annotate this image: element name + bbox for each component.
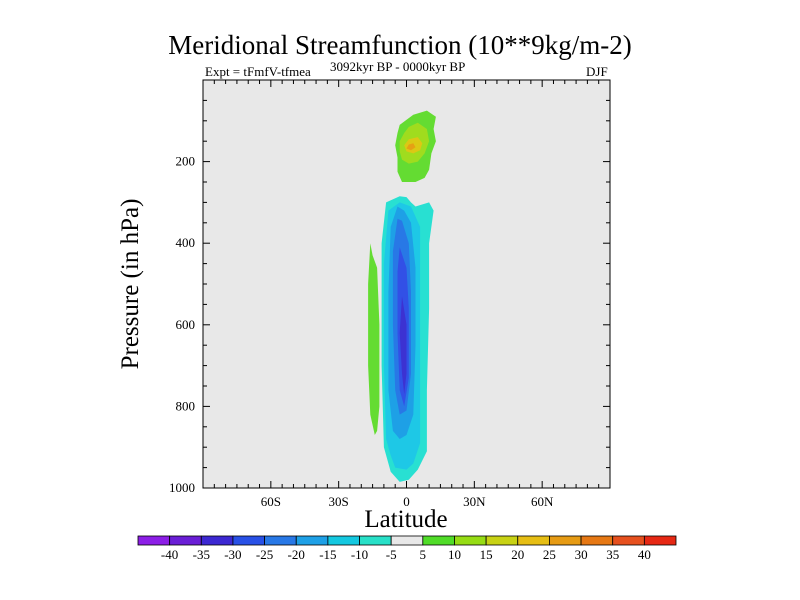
colorbar-swatch — [612, 535, 645, 546]
colorbar-label: -5 — [386, 547, 397, 562]
colorbar-swatch — [200, 535, 234, 546]
colorbar-swatch — [485, 535, 519, 546]
colorbar-label: -40 — [161, 547, 178, 562]
x-tick-label: 0 — [403, 494, 410, 509]
colorbar-label: 5 — [420, 547, 427, 562]
axis-ticks — [202, 79, 611, 489]
colorbar-swatch — [517, 535, 550, 546]
season-label: DJF — [586, 64, 608, 79]
y-tick-label: 200 — [176, 154, 196, 169]
contour-fields — [368, 110, 436, 482]
colorbar-label: 15 — [480, 547, 493, 562]
colorbar-label: -35 — [193, 547, 210, 562]
colorbar-label: 35 — [606, 547, 619, 562]
colorbar-label: 40 — [638, 547, 651, 562]
colorbar-label: 10 — [448, 547, 461, 562]
colorbar-swatch — [390, 535, 424, 546]
colorbar-label: 30 — [575, 547, 588, 562]
colorbar-label: -15 — [319, 547, 336, 562]
x-tick-label: 30S — [329, 494, 349, 509]
time-range-label: 3092kyr BP - 0000kyr BP — [330, 59, 466, 74]
colorbar-label: -25 — [256, 547, 273, 562]
x-tick-label: 60S — [261, 494, 281, 509]
colorbar-swatch — [359, 535, 392, 546]
colorbar-swatch — [169, 535, 202, 546]
colorbar-swatch — [549, 535, 582, 546]
y-tick-label: 1000 — [169, 480, 195, 495]
y-axis-label: Pressure (in hPa) — [117, 199, 144, 370]
colorbar-swatch — [327, 535, 360, 546]
colorbar-label: 20 — [511, 547, 524, 562]
y-tick-label: 800 — [176, 398, 196, 413]
colorbar-swatch — [137, 535, 171, 546]
y-tick-label: 400 — [176, 235, 196, 250]
axis-tick-labels: 60S 30S 0 30N 60N 200 400 600 800 1000 — [169, 154, 554, 509]
x-tick-label: 60N — [531, 494, 554, 509]
colorbar-label: -10 — [351, 547, 368, 562]
colorbar-swatch — [264, 535, 297, 546]
colorbar-swatch — [232, 535, 265, 546]
colorbar-swatch — [295, 535, 329, 546]
colorbar-swatch — [580, 535, 614, 546]
colorbar-swatch — [422, 535, 455, 546]
contour-negative-cell-30 — [399, 296, 407, 395]
y-tick-label: 600 — [176, 317, 196, 332]
colorbar-label: -30 — [224, 547, 241, 562]
x-tick-label: 30N — [463, 494, 486, 509]
colorbar-label: -20 — [288, 547, 305, 562]
chart-title: Meridional Streamfunction (10**9kg/m-2) — [168, 30, 632, 60]
contour-upper-positive-cell-core — [406, 143, 416, 151]
experiment-label: Expt = tFmfV-tfmea — [205, 64, 311, 79]
contour-southern-positive-cell — [368, 243, 380, 435]
colorbar-label: 25 — [543, 547, 556, 562]
colorbar: -40 -35 -30 -25 -20 -15 -10 -5 5 10 15 20 25 30 35 40 — [137, 535, 677, 562]
colorbar-swatch — [454, 535, 487, 546]
colorbar-swatch — [643, 535, 677, 546]
x-axis-label: Latitude — [364, 506, 447, 533]
